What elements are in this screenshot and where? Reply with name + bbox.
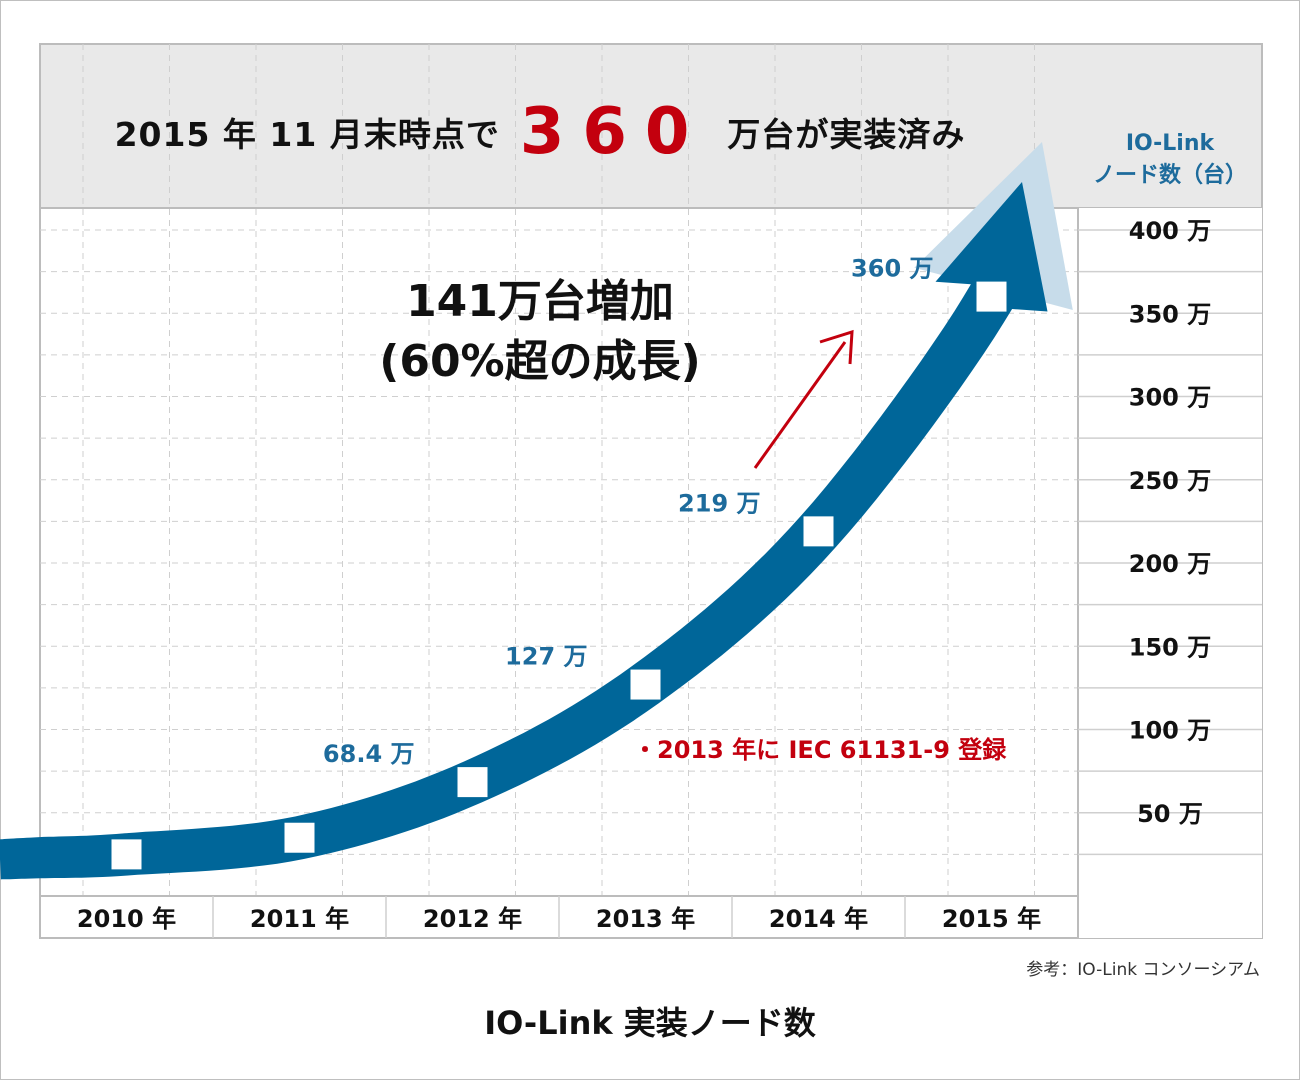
x-tick-label: 2012 年 <box>423 905 522 933</box>
data-label: 127 万 <box>505 643 587 671</box>
x-tick-label: 2013 年 <box>596 905 695 933</box>
data-labels: 68.4 万 127 万 219 万 360 万 <box>323 255 934 769</box>
data-label: 68.4 万 <box>323 740 415 768</box>
y-tick-label: 400 万 <box>1129 217 1211 245</box>
data-marker <box>976 281 1007 312</box>
y-axis-unit-line2: ノード数（台） <box>1092 163 1247 188</box>
headline-number: 360 <box>519 95 708 169</box>
y-tick-label: 350 万 <box>1129 300 1211 328</box>
y-tick-label: 50 万 <box>1137 800 1203 828</box>
x-tick-label: 2014 年 <box>769 905 868 933</box>
data-label: 360 万 <box>851 255 933 283</box>
chart-caption: IO-Link 実装ノード数 <box>484 1004 816 1042</box>
data-label: 219 万 <box>678 489 760 517</box>
horizontal-grid <box>40 207 1262 855</box>
y-axis-background <box>1078 208 1262 938</box>
source-note: 参考：IO-Link コンソーシアム <box>1026 960 1260 980</box>
y-tick-label: 100 万 <box>1129 717 1211 745</box>
growth-line1: 141万台増加 <box>406 276 674 327</box>
red-arrow-shaft <box>753 341 847 469</box>
data-markers <box>111 281 1007 870</box>
growth-arrow <box>0 142 1073 880</box>
red-growth-arrow <box>753 329 854 469</box>
y-axis-unit-line1: IO-Link <box>1125 131 1215 156</box>
y-tick-label: 150 万 <box>1129 633 1211 661</box>
x-tick-label: 2010 年 <box>77 905 176 933</box>
y-axis-unit: IO-Link ノード数（台） <box>1080 128 1260 192</box>
data-marker <box>111 839 142 870</box>
y-axis-panel: 50 万 100 万 150 万 200 万 250 万 300 万 350 万 400 万 <box>1077 208 1262 938</box>
data-marker <box>630 669 661 700</box>
data-marker <box>284 822 315 853</box>
vertical-grid <box>82 44 1035 896</box>
red-arrow-head <box>819 329 854 365</box>
data-marker <box>803 516 834 547</box>
growth-text: 141万台増加 (60%超の成長) <box>300 272 780 392</box>
arrow-body <box>0 182 1048 880</box>
x-tick-label: 2015 年 <box>942 905 1041 933</box>
growth-line2: (60%超の成長) <box>379 336 701 387</box>
headline-prefix: 2015 年 11 月末時点で <box>114 115 500 154</box>
y-tick-label: 200 万 <box>1129 550 1211 578</box>
headline-suffix: 万台が実装済み <box>727 115 966 154</box>
y-tick-label: 250 万 <box>1129 467 1211 495</box>
y-tick-label: 300 万 <box>1129 384 1211 412</box>
x-tick-label: 2011 年 <box>250 905 349 933</box>
headline: 2015 年 11 月末時点で 360 万台が実装済み <box>40 82 1040 182</box>
data-marker <box>457 767 488 798</box>
iec-annotation: ・2013 年に IEC 61131-9 登録 <box>633 736 1007 764</box>
header-band <box>40 44 1262 208</box>
x-axis-row: 2010 年 2011 年 2012 年 2013 年 2014 年 2015 年 <box>40 895 1078 938</box>
